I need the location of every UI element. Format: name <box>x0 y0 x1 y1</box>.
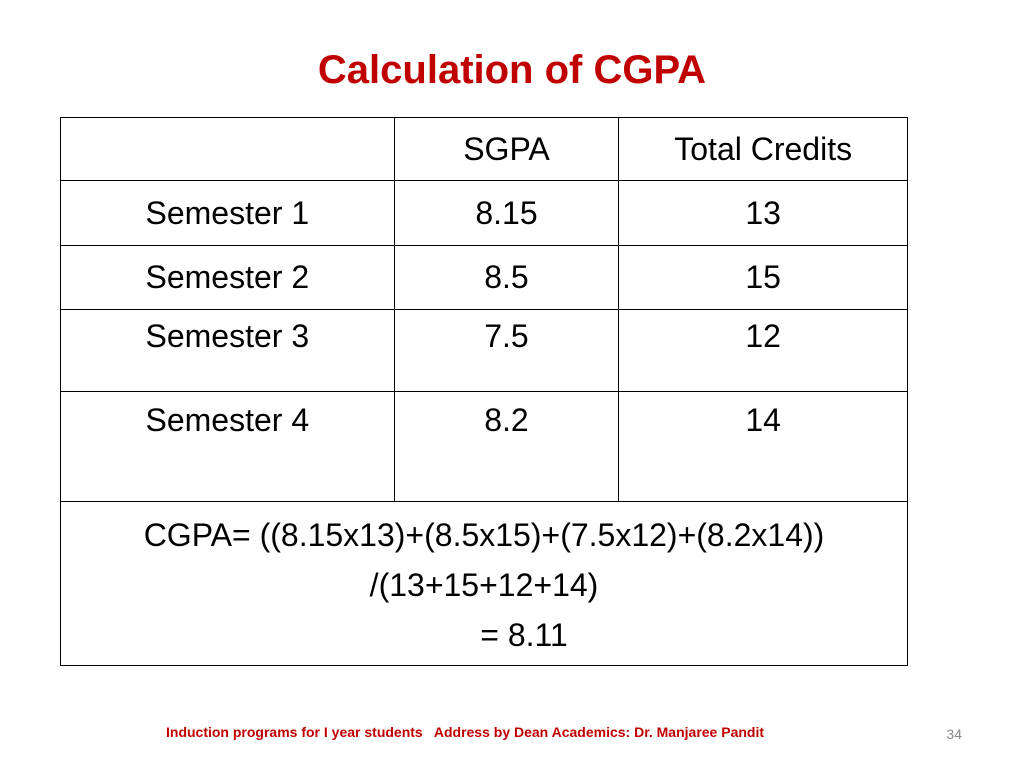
table-row: Semester 4 8.2 14 <box>60 391 908 502</box>
sgpa-cell: 8.2 <box>393 391 620 502</box>
table-row: Semester 2 8.5 15 <box>60 245 908 310</box>
table-row: Semester 1 8.15 13 <box>60 180 908 246</box>
slide-footer: Induction programs for I year students A… <box>166 724 765 740</box>
formula-cell: CGPA= ((8.15x13)+(8.5x15)+(7.5x12)+(8.2x… <box>60 501 908 666</box>
cgpa-table: SGPA Total Credits Semester 1 8.15 13 Se… <box>60 117 908 666</box>
slide-title: Calculation of CGPA <box>317 48 707 92</box>
credits-cell: 15 <box>618 245 908 310</box>
table-row: Semester 3 7.5 12 <box>60 309 908 392</box>
formula-row: CGPA= ((8.15x13)+(8.5x15)+(7.5x12)+(8.2x… <box>60 501 908 666</box>
sgpa-cell: 8.15 <box>393 180 620 246</box>
credits-cell: 14 <box>618 391 908 502</box>
page-number: 34 <box>946 726 962 742</box>
header-cell-total-credits: Total Credits <box>618 117 908 181</box>
sgpa-cell: 8.5 <box>393 245 620 310</box>
semester-cell: Semester 2 <box>60 245 395 310</box>
semester-cell: Semester 1 <box>60 180 395 246</box>
semester-cell: Semester 3 <box>60 309 395 392</box>
credits-cell: 13 <box>618 180 908 246</box>
table-header-row: SGPA Total Credits <box>60 117 908 181</box>
header-cell-sgpa: SGPA <box>393 117 620 181</box>
sgpa-cell: 7.5 <box>393 309 620 392</box>
header-cell-empty <box>60 117 395 181</box>
formula-result: = 8.11 <box>480 617 568 653</box>
semester-cell: Semester 4 <box>60 391 395 502</box>
formula-line-1: CGPA= ((8.15x13)+(8.5x15)+(7.5x12)+(8.2x… <box>143 517 825 553</box>
credits-cell: 12 <box>618 309 908 392</box>
formula-line-2: /(13+15+12+14) <box>369 567 599 603</box>
